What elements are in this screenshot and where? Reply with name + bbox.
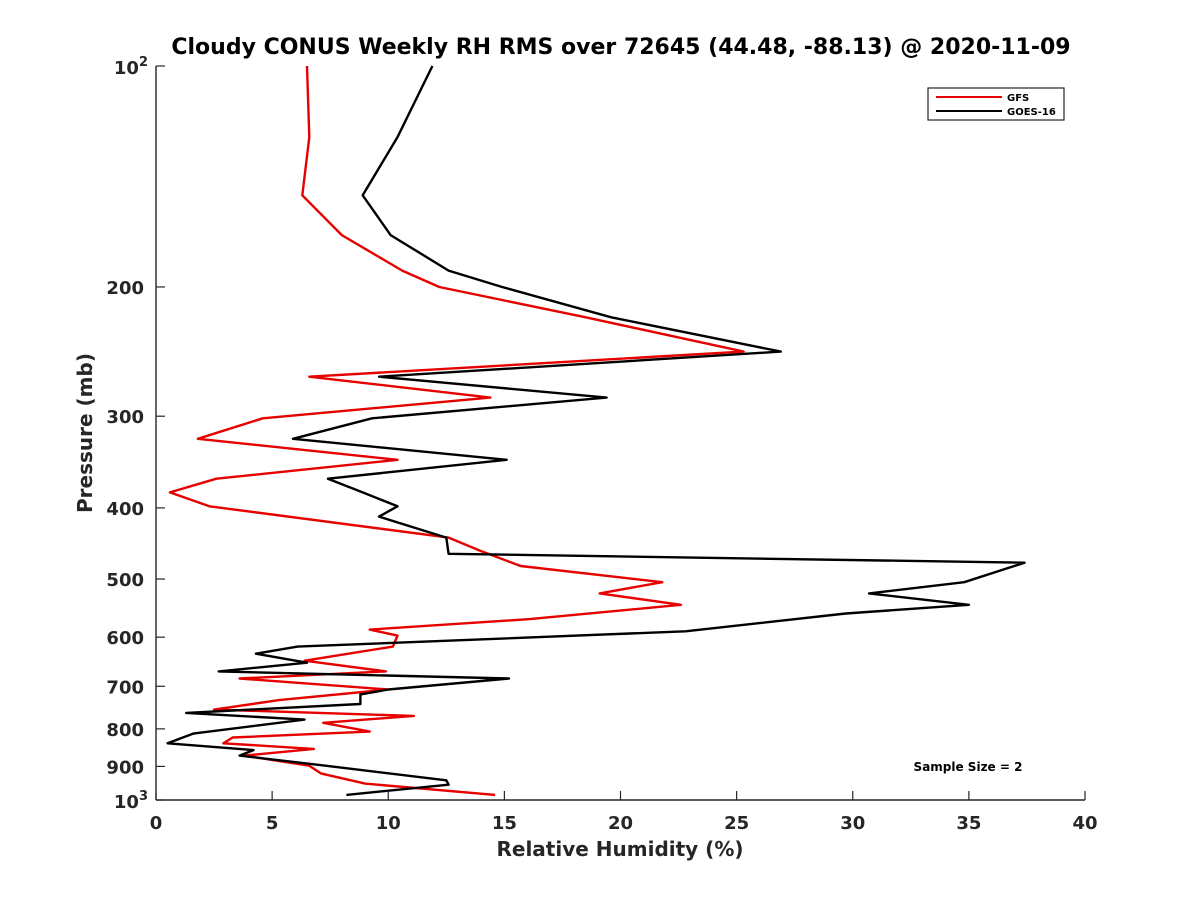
x-tick-label: 15 xyxy=(492,813,517,834)
x-tick-label: 0 xyxy=(150,813,163,834)
y-tick-label: 900 xyxy=(106,757,144,778)
series-line-goes16 xyxy=(166,65,1026,797)
chart-title: Cloudy CONUS Weekly RH RMS over 72645 (4… xyxy=(171,35,1070,60)
x-axis-label: Relative Humidity (%) xyxy=(496,837,743,861)
y-tick-label: 103 xyxy=(114,789,148,813)
y-tick-label: 102 xyxy=(114,55,148,79)
legend-label-gfs: GFS xyxy=(1007,93,1029,104)
x-tick-label: 10 xyxy=(376,813,401,834)
y-tick-label: 600 xyxy=(106,628,144,649)
series-line-gfs xyxy=(168,65,745,797)
y-ticks: 102 200 300 400 500 600 700 800 900 103 xyxy=(106,55,165,813)
legend-label-goes16: GOES-16 xyxy=(1007,107,1056,118)
y-tick-label: 200 xyxy=(106,278,144,299)
x-ticks: 0 5 10 15 20 25 30 35 40 xyxy=(150,791,1098,834)
x-tick-label: 35 xyxy=(956,813,981,834)
x-tick-label: 25 xyxy=(724,813,749,834)
x-tick-label: 5 xyxy=(266,813,279,834)
y-tick-label: 700 xyxy=(106,677,144,698)
y-axis-label: Pressure (mb) xyxy=(73,353,97,513)
x-tick-label: 20 xyxy=(608,813,633,834)
plot-lines xyxy=(166,65,1026,797)
x-tick-label: 40 xyxy=(1072,813,1097,834)
y-tick-label: 300 xyxy=(106,407,144,428)
x-tick-label: 30 xyxy=(840,813,865,834)
y-tick-label: 800 xyxy=(106,720,144,741)
sample-size-annotation: Sample Size = 2 xyxy=(914,760,1023,774)
legend-box xyxy=(927,87,1065,121)
y-tick-label: 500 xyxy=(106,570,144,591)
y-tick-label: 400 xyxy=(106,499,144,520)
legend: GFS GOES-16 xyxy=(927,87,1065,121)
